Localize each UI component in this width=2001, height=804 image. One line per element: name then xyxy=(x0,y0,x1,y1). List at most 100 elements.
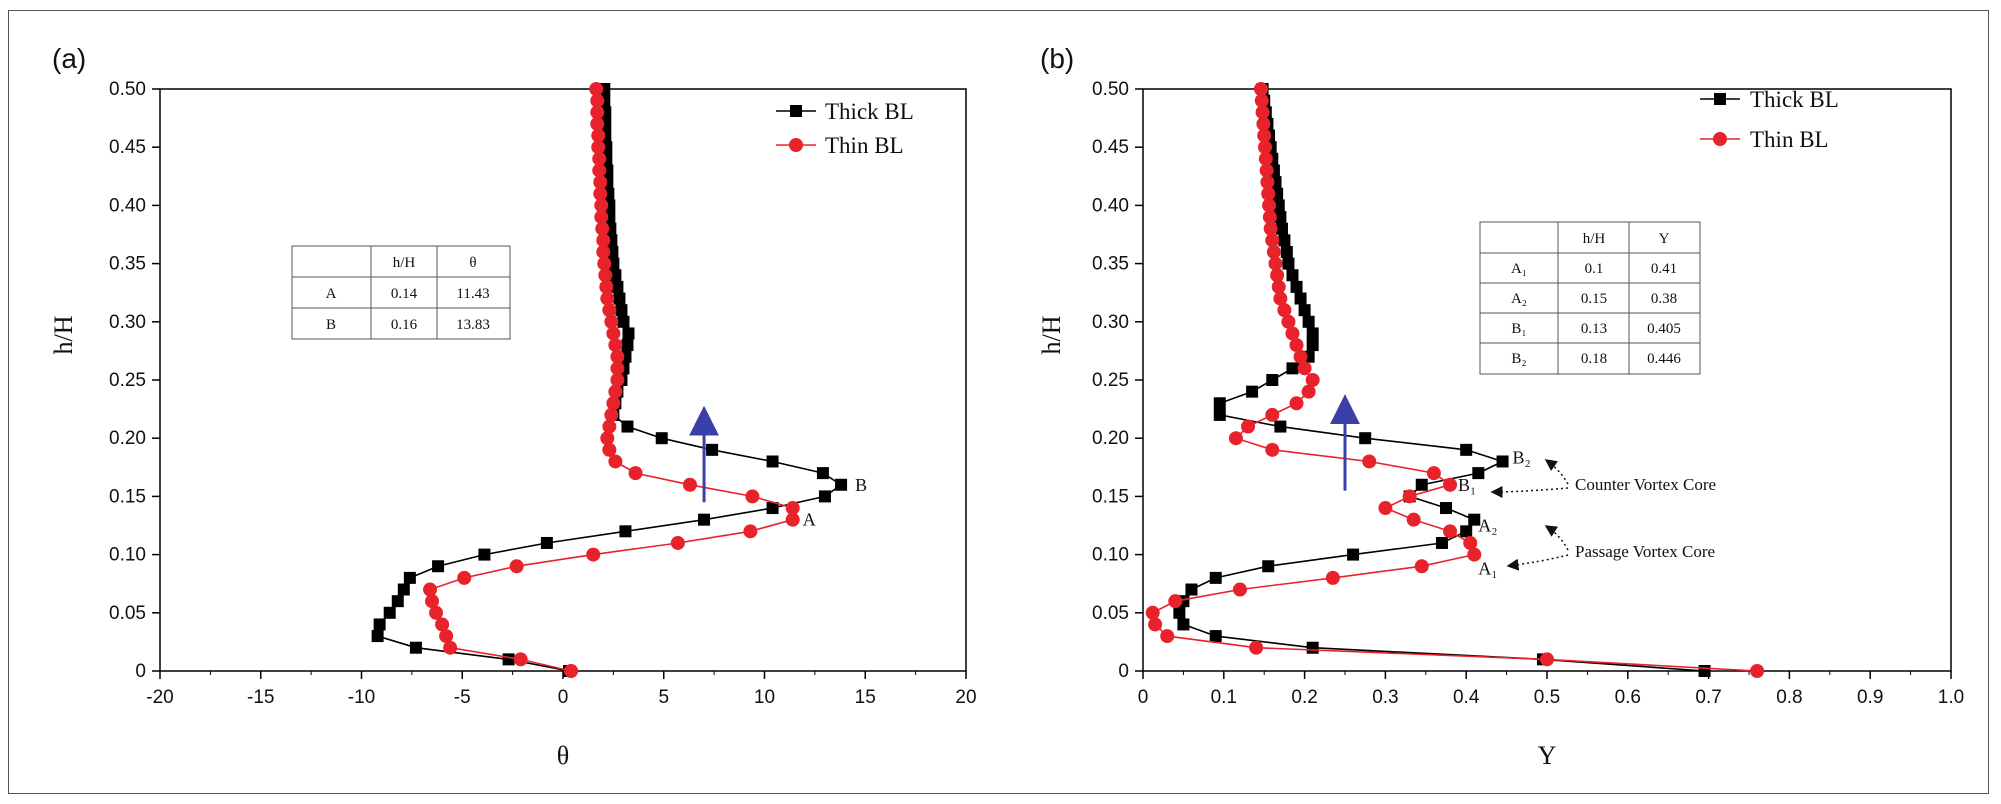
x-tick-label: 15 xyxy=(855,687,876,708)
data-point xyxy=(1261,186,1276,201)
data-point xyxy=(1213,408,1226,421)
data-point xyxy=(1262,210,1277,225)
y-tick-label: 0.10 xyxy=(109,545,146,566)
data-point xyxy=(1232,582,1247,597)
y-tick-label: 0.50 xyxy=(1092,79,1129,100)
data-point xyxy=(591,140,606,155)
data-point xyxy=(766,502,779,515)
data-point xyxy=(1306,339,1319,352)
y-tick-label: 0.15 xyxy=(1092,486,1129,507)
panel-b: (b) 0 0.1 0.2 0.3 0.4 0.5 0.6 0.7 0.8 0.9 1.0 0 0.05… xyxy=(1037,43,1964,770)
data-point xyxy=(1468,513,1481,526)
y-tick-label: 0.35 xyxy=(1092,254,1129,275)
data-point xyxy=(1402,489,1417,504)
data-table: h/H Y A₁ 0.1 0.41 A₂ 0.15 0.38 B₁ 0.13 0… xyxy=(1479,221,1701,375)
table-cell: A xyxy=(326,286,337,302)
data-point xyxy=(609,269,622,282)
data-point xyxy=(606,326,621,341)
y-tick-label: 0 xyxy=(1118,661,1129,682)
data-point xyxy=(670,535,685,550)
data-point xyxy=(1265,442,1280,457)
data-point xyxy=(766,455,779,468)
data-point xyxy=(610,349,625,364)
data-point xyxy=(745,489,760,504)
data-point xyxy=(594,210,609,225)
data-point xyxy=(1297,361,1312,376)
point-label: B₁ xyxy=(1458,475,1476,495)
x-tick-label: -20 xyxy=(146,687,173,708)
annotation-arrow xyxy=(1490,485,1569,498)
data-point xyxy=(373,618,386,631)
data-point xyxy=(509,559,524,574)
legend: Thick BL Thin BL xyxy=(776,99,914,158)
x-axis-label: Y xyxy=(1538,741,1557,770)
data-point xyxy=(610,373,625,387)
x-tick-label: 10 xyxy=(754,687,775,708)
data-point xyxy=(1209,630,1222,643)
data-point xyxy=(1280,245,1293,258)
x-tick-label: 0.7 xyxy=(1695,687,1721,708)
y-tick-label: 0.25 xyxy=(1092,370,1129,391)
data-point xyxy=(596,233,611,248)
y-tick-label: 0.20 xyxy=(109,428,146,449)
data-point xyxy=(1160,629,1175,644)
data-point xyxy=(590,93,605,108)
data-point xyxy=(785,501,800,516)
annotation-arrow xyxy=(1544,525,1569,551)
table-cell: 0.41 xyxy=(1651,261,1677,277)
data-point xyxy=(1274,420,1287,433)
data-point xyxy=(1286,269,1299,282)
figure-frame xyxy=(8,10,1989,794)
data-point xyxy=(591,128,606,143)
y-tick-label: 0.05 xyxy=(1092,603,1129,624)
x-tick-label: 0.9 xyxy=(1857,687,1883,708)
data-point xyxy=(391,595,404,608)
y-tick-label: 0.45 xyxy=(109,137,146,158)
table-cell: 0.405 xyxy=(1647,321,1681,337)
data-point xyxy=(706,443,719,456)
data-point xyxy=(1347,548,1360,561)
data-point xyxy=(1259,163,1274,178)
table-cell: B₁ xyxy=(1511,321,1526,337)
data-point xyxy=(1285,326,1300,341)
plot-frame xyxy=(159,88,967,672)
legend-label-thick: Thick BL xyxy=(1750,87,1839,112)
data-point xyxy=(1378,501,1393,516)
data-point xyxy=(682,477,697,492)
table-cell: 0.38 xyxy=(1651,291,1677,307)
data-point xyxy=(590,116,605,131)
table-cell: A₁ xyxy=(1511,261,1527,277)
axes-group: -20 -15 -10 -5 0 5 10 15 20 0 0.05 0.10 0.15 0.20 0.25… xyxy=(109,79,977,708)
data-point xyxy=(423,582,438,597)
data-point xyxy=(599,279,614,294)
axes-group: 0 0.1 0.2 0.3 0.4 0.5 0.6 0.7 0.8 0.9 1.000.050.10… xyxy=(1092,79,1964,708)
data-point xyxy=(564,664,579,678)
data-point xyxy=(604,407,619,422)
x-tick-label: 1.0 xyxy=(1938,687,1964,708)
data-point xyxy=(1282,257,1295,270)
data-point xyxy=(1359,432,1372,445)
data-point xyxy=(1293,349,1308,364)
data-point xyxy=(610,361,625,376)
data-point xyxy=(425,594,440,609)
legend-label-thick: Thick BL xyxy=(825,99,914,124)
data-point xyxy=(818,490,831,503)
data-point xyxy=(785,512,800,527)
data-point xyxy=(1246,385,1259,398)
y-tick-label: 0.50 xyxy=(109,79,146,100)
data-point xyxy=(1271,279,1286,294)
x-tick-label: 0.5 xyxy=(1534,687,1560,708)
table-cell: 0.15 xyxy=(1581,291,1607,307)
data-point xyxy=(593,186,608,201)
data-point xyxy=(1254,93,1269,108)
data-point xyxy=(457,570,472,585)
x-tick-label: 5 xyxy=(658,687,669,708)
table-cell: B xyxy=(326,317,336,333)
x-tick-label: -15 xyxy=(247,687,274,708)
legend-label-thin: Thin BL xyxy=(1750,127,1829,152)
table-cell: 0.1 xyxy=(1585,261,1604,277)
data-point xyxy=(1306,327,1319,340)
data-point xyxy=(1467,547,1482,562)
data-point xyxy=(600,291,615,306)
data-point xyxy=(619,525,632,538)
